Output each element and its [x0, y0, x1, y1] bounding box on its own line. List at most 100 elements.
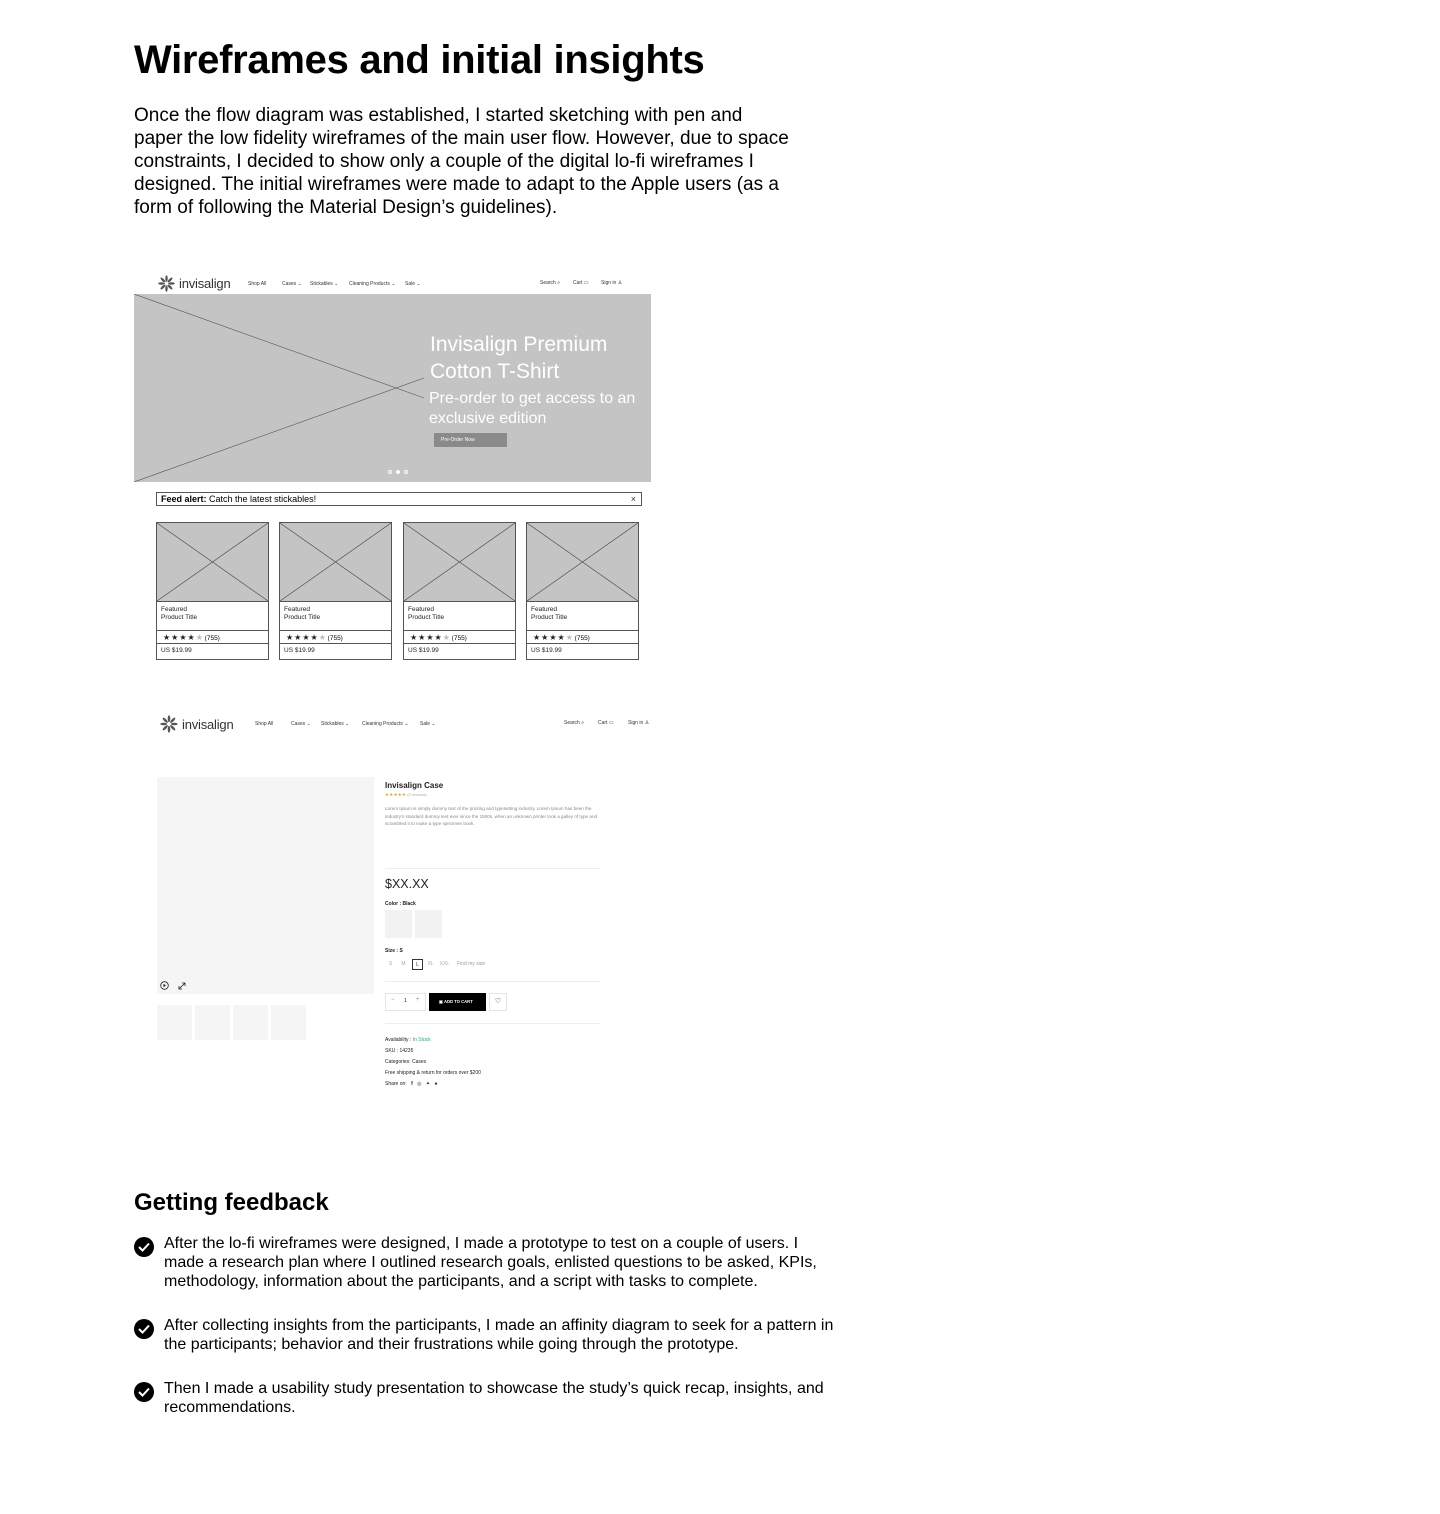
product-name: Invisalign Case — [385, 781, 444, 790]
find-my-size-link[interactable]: Find my size — [457, 961, 486, 967]
facebook-icon[interactable]: f — [411, 1081, 413, 1087]
size-option[interactable]: XXL — [439, 961, 450, 967]
star-empty-icon: ★ — [565, 633, 573, 642]
feed-alert: Feed alert: Catch the latest stickables!… — [156, 492, 642, 506]
nav-search[interactable]: Search ⌕ — [564, 720, 584, 726]
product-thumbnail[interactable] — [195, 1005, 230, 1040]
nav-shop-all[interactable]: Shop All — [255, 721, 274, 727]
feed-alert-text: Catch the latest stickables! — [209, 494, 317, 504]
size-option[interactable]: S — [388, 961, 393, 967]
hero-subtitle: Pre-order to get access to an exclusive … — [429, 390, 636, 427]
quantity-value: 1 — [404, 998, 407, 1004]
play-icon[interactable] — [160, 981, 169, 990]
instagram-icon[interactable]: ◎ — [417, 1081, 422, 1087]
product-price: US $19.99 — [161, 647, 192, 654]
nav-signin[interactable]: Sign in ♙ — [628, 720, 649, 726]
feedback-bullet: Then I made a usability study presentati… — [134, 1379, 834, 1417]
logo[interactable]: invisalign — [160, 715, 234, 733]
product-image[interactable] — [157, 777, 374, 994]
close-icon[interactable]: × — [630, 494, 636, 504]
carousel-dot[interactable] — [404, 470, 408, 474]
product-rating: ★★★★★ (755) — [280, 630, 391, 644]
star-rating: ★★★★★ — [385, 792, 407, 797]
feedback-bullet-text: After collecting insights from the parti… — [164, 1317, 834, 1353]
user-icon: ♙ — [644, 720, 650, 726]
nav-stickables-label: Stickables — [321, 721, 344, 727]
expand-icon[interactable] — [178, 982, 186, 990]
minus-button[interactable]: − — [391, 997, 395, 1003]
product-image-placeholder — [156, 522, 269, 602]
nav-stickables[interactable]: Stickables ⌄ — [310, 281, 339, 287]
placeholder-cross — [279, 522, 392, 602]
nav-cases[interactable]: Cases ⌄ — [282, 281, 302, 287]
availability: Availability : In Stock — [385, 1037, 431, 1043]
product-image-placeholder — [403, 522, 516, 602]
size-option[interactable]: XL — [427, 961, 434, 967]
share-label: Share on: — [385, 1081, 407, 1087]
product-card[interactable]: Featured Product Title ★★★★★ (755) US $19.9… — [403, 522, 516, 660]
size-option[interactable]: L — [412, 959, 423, 970]
color-swatch[interactable] — [415, 910, 442, 938]
nav-cleaning[interactable]: Cleaning Products ⌄ — [362, 721, 409, 727]
hero-banner[interactable]: Invisalign Premium Cotton T-Shirt Pre-or… — [134, 294, 651, 482]
nav-cart[interactable]: Cart ▭ — [598, 720, 614, 726]
nav-search[interactable]: Search ⌕ — [540, 280, 560, 286]
placeholder-cross — [403, 522, 516, 602]
cart-icon: ▣ — [439, 999, 443, 1004]
carousel-dot[interactable] — [388, 470, 392, 474]
size-option[interactable]: M — [401, 961, 406, 967]
star-empty-icon: ★ — [318, 633, 326, 642]
feed-alert-label: Feed alert: — [161, 494, 207, 504]
star-icon: ★ — [541, 633, 550, 642]
nav-sale[interactable]: Sale ⌄ — [405, 281, 421, 287]
product-rating: ★★★★★ (755) — [404, 630, 515, 644]
pinterest-icon[interactable]: ● — [434, 1081, 438, 1087]
nav-cart[interactable]: Cart ▭ — [573, 280, 589, 286]
share-row: Share on: f ◎ ✦ ● — [385, 1081, 438, 1087]
nav-stickables[interactable]: Stickables ⌄ — [321, 721, 350, 727]
divider — [385, 1023, 600, 1024]
product-thumbnail[interactable] — [271, 1005, 306, 1040]
nav-signin[interactable]: Sign in ♙ — [601, 280, 622, 286]
product-title: Featured Product Title — [161, 606, 197, 622]
product-rating[interactable]: ★★★★★ (0 reviews) — [385, 792, 427, 798]
star-icon: ★ — [557, 633, 566, 642]
product-title: Featured Product Title — [408, 606, 444, 622]
product-card[interactable]: Featured Product Title ★★★★★ (755) US $19.9… — [526, 522, 639, 660]
star-icon: ★ — [294, 633, 303, 642]
feedback-bullet: After the lo-fi wireframes were designed… — [134, 1234, 834, 1291]
quantity-stepper[interactable]: − 1 + — [385, 993, 426, 1011]
nav-cases[interactable]: Cases ⌄ — [291, 721, 311, 727]
plus-button[interactable]: + — [416, 997, 420, 1003]
star-icon: ★ — [171, 633, 180, 642]
add-to-cart-label: ADD TO CART — [443, 999, 473, 1004]
nav-sale[interactable]: Sale ⌄ — [420, 721, 436, 727]
carousel-dot-active[interactable] — [396, 470, 400, 474]
star-icon: ★ — [533, 633, 542, 642]
logo[interactable]: invisalign — [158, 275, 231, 292]
product-thumbnail[interactable] — [233, 1005, 268, 1040]
hero-placeholder-lines — [134, 294, 425, 482]
wishlist-heart-icon[interactable]: ♡ — [489, 993, 507, 1011]
preorder-button[interactable]: Pre-Order Now — [434, 433, 507, 447]
nav-signin-label: Sign in — [601, 280, 617, 286]
availability-label: Availability : — [385, 1037, 412, 1043]
twitter-icon[interactable]: ✦ — [425, 1081, 431, 1087]
product-price: $XX.XX — [385, 877, 429, 891]
reviews-count: (0 reviews) — [407, 792, 427, 797]
nav-signin-label: Sign in — [628, 720, 644, 726]
nav-shop-all[interactable]: Shop All — [248, 281, 267, 287]
divider — [385, 868, 600, 869]
nav-search-label: Search — [564, 720, 580, 726]
carousel-dots — [388, 470, 408, 474]
feedback-bullet: After collecting insights from the parti… — [134, 1316, 834, 1354]
product-thumbnail[interactable] — [157, 1005, 192, 1040]
star-icon: ★ — [434, 633, 443, 642]
add-to-cart-button[interactable]: ▣ ADD TO CART — [429, 993, 486, 1011]
product-card[interactable]: Featured Product Title ★★★★★ (755) US $19.9… — [279, 522, 392, 660]
product-price: US $19.99 — [531, 647, 562, 654]
product-card[interactable]: Featured Product Title ★★★★★ (755) US $19.9… — [156, 522, 269, 660]
divider — [385, 981, 600, 982]
nav-cleaning[interactable]: Cleaning Products ⌄ — [349, 281, 396, 287]
color-swatch[interactable] — [385, 910, 412, 938]
